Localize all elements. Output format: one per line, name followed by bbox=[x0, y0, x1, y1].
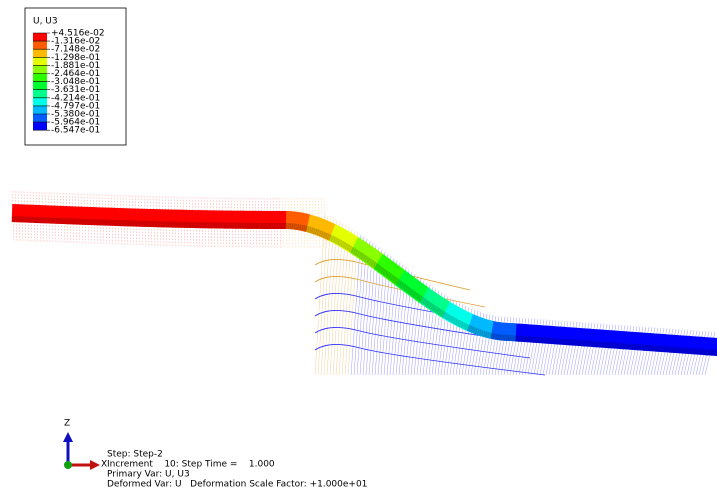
legend-swatch bbox=[33, 106, 47, 114]
pipe-shade bbox=[384, 272, 387, 273]
pipe-segment bbox=[396, 275, 399, 276]
info-primary-var: Primary Var: U, U3 bbox=[107, 470, 190, 480]
pipe-shade bbox=[408, 290, 411, 291]
pipe-segment bbox=[390, 270, 393, 271]
pipe-segment bbox=[410, 285, 413, 286]
pipe-shade bbox=[396, 281, 399, 282]
pipe-shade bbox=[386, 273, 389, 274]
legend-swatch bbox=[33, 65, 47, 73]
pipe-segment bbox=[384, 266, 387, 267]
legend-swatch bbox=[33, 33, 47, 41]
legend-swatch bbox=[33, 114, 47, 122]
legend-swatch bbox=[33, 82, 47, 90]
pipe-shade bbox=[402, 285, 405, 286]
pipe-segment bbox=[394, 273, 397, 274]
info-increment: Increment 10: Step Time = 1.000 bbox=[107, 460, 275, 470]
legend-title: U, U3 bbox=[33, 17, 58, 27]
legend-swatch bbox=[33, 57, 47, 65]
info-step: Step: Step-2 bbox=[107, 450, 163, 460]
pipe-shade bbox=[412, 293, 415, 294]
pipe-segment bbox=[408, 284, 411, 285]
legend-label: -6.547e-01 bbox=[51, 126, 100, 136]
legend-swatch bbox=[33, 90, 47, 98]
pipe-shade bbox=[410, 291, 413, 292]
triad-z-label: Z bbox=[64, 419, 70, 429]
pipe-segment bbox=[386, 267, 389, 268]
info-deformed-var: Deformed Var: U Deformation Scale Factor… bbox=[107, 480, 367, 490]
pipe-segment bbox=[382, 264, 385, 265]
spring-wave bbox=[315, 344, 545, 375]
pipe-shade bbox=[392, 278, 395, 279]
pipe-shade bbox=[414, 294, 417, 295]
legend: +4.516e-02-1.316e-02-7.148e-02-1.298e-01… bbox=[33, 29, 105, 136]
pipe-segment bbox=[388, 269, 391, 270]
pipe-shade bbox=[376, 266, 379, 267]
pipe-shade bbox=[388, 275, 391, 276]
legend-swatch bbox=[33, 41, 47, 49]
pipe-shade bbox=[404, 287, 407, 288]
pipe-segment bbox=[416, 290, 419, 291]
legend-swatch bbox=[33, 74, 47, 82]
pipe-segment bbox=[402, 279, 405, 280]
pipe-segment bbox=[412, 287, 415, 288]
pipe-shade bbox=[400, 284, 403, 285]
pipe-shade bbox=[390, 276, 393, 277]
pipe-shade bbox=[398, 282, 401, 283]
pipe-segment bbox=[414, 288, 417, 289]
pipe-shade bbox=[378, 268, 381, 269]
pipe-segment bbox=[392, 272, 395, 273]
pipe-shade bbox=[394, 279, 397, 280]
pipe-segment bbox=[378, 262, 381, 263]
pipe-segment bbox=[404, 281, 407, 282]
pipe-shade bbox=[382, 270, 385, 271]
pipe-segment bbox=[380, 263, 383, 264]
pipe-segment bbox=[400, 278, 403, 279]
triad bbox=[63, 432, 100, 470]
pipe-shade bbox=[416, 296, 419, 297]
pipe-segment bbox=[376, 260, 379, 261]
legend-swatch bbox=[33, 49, 47, 57]
legend-swatch bbox=[33, 98, 47, 106]
viewport: U, U3 +4.516e-02-1.316e-02-7.148e-02-1.2… bbox=[0, 0, 717, 494]
pipe-segment bbox=[398, 276, 401, 277]
legend-swatch bbox=[33, 122, 47, 130]
pipe-segment bbox=[406, 282, 409, 283]
pipe-shade bbox=[406, 288, 409, 289]
pipe-shade bbox=[380, 269, 383, 270]
